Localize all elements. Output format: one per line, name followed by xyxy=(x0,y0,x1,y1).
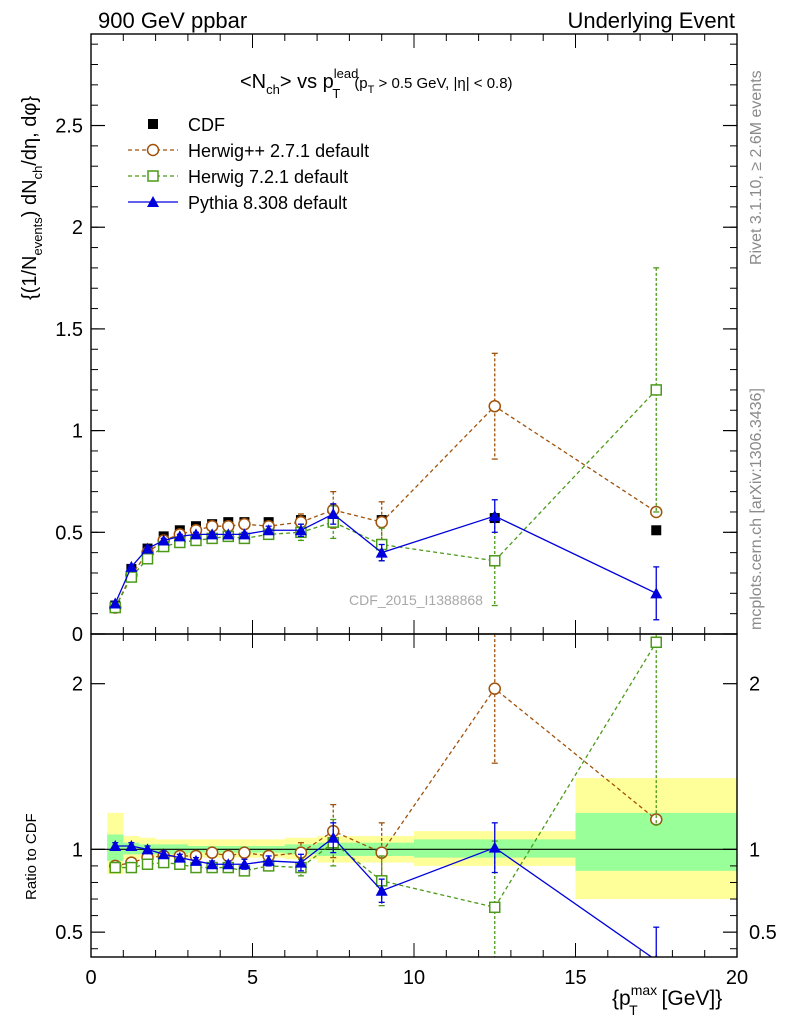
data-point xyxy=(238,858,251,870)
y-tick-label: 1.5 xyxy=(55,319,83,341)
data-point xyxy=(238,517,251,531)
data-point xyxy=(375,546,388,558)
y-tick-label: 0.5 xyxy=(55,922,83,944)
data-point xyxy=(173,530,186,542)
legend-marker xyxy=(147,170,159,182)
data-point xyxy=(327,508,340,519)
header-left: 900 GeV ppbar xyxy=(98,8,247,33)
x-axis-label: {pmax T [GeV]} xyxy=(612,982,722,1018)
legend: CDF Herwig++ 2.7.1 default Herwig 7.2.1 de… xyxy=(128,115,369,213)
data-point xyxy=(141,542,154,554)
data-point xyxy=(109,840,122,852)
data-point xyxy=(488,510,501,522)
data-point xyxy=(141,552,154,565)
data-point xyxy=(489,901,501,914)
data-point xyxy=(206,858,219,870)
ratio-y-label: Ratio to CDF xyxy=(23,813,40,900)
data-point xyxy=(650,636,662,649)
header-right: Underlying Event xyxy=(567,8,735,33)
y-tick-label: 2.5 xyxy=(55,116,83,138)
data-point xyxy=(651,525,662,536)
main-y-label: {(1/Nevents) dNch/dη, dφ} xyxy=(19,96,45,300)
data-point xyxy=(489,555,501,567)
main-title: <Nch> vs plead T(pT > 0.5 GeV, |η| < 0.8) xyxy=(240,66,513,101)
data-point xyxy=(205,846,219,859)
y-tick-label: 0 xyxy=(72,624,83,646)
data-point xyxy=(327,831,340,843)
x-tick-label: 20 xyxy=(726,967,748,989)
data-point xyxy=(238,846,251,859)
y-tick-label: 0.5 xyxy=(55,522,83,544)
main-panel: 0 0.5 1 1.5 2 2.5 xyxy=(55,33,738,646)
data-point xyxy=(141,843,154,855)
data-point xyxy=(125,861,138,874)
data-point xyxy=(173,851,186,863)
data-point xyxy=(222,858,235,870)
data-point xyxy=(109,861,121,874)
data-point xyxy=(375,515,388,529)
ratio-panel: 0.5 0.51 12 20 5 10 15 20 xyxy=(55,633,777,989)
legend-item: Herwig 7.2.1 default xyxy=(128,167,348,187)
data-point xyxy=(375,884,388,896)
data-point xyxy=(262,524,275,536)
data-point xyxy=(157,534,170,546)
data-point xyxy=(222,528,235,540)
legend-label: Pythia 8.308 default xyxy=(188,193,347,213)
data-point xyxy=(654,954,658,957)
data-point xyxy=(488,841,501,853)
data-point xyxy=(488,399,501,413)
legend-label: CDF xyxy=(188,115,225,135)
legend-item: CDF xyxy=(148,115,225,135)
legend-label: Herwig 7.2.1 default xyxy=(188,167,348,187)
panel-plot-area xyxy=(108,267,663,621)
y-tick-label: 2 xyxy=(72,217,83,239)
data-point xyxy=(262,854,275,866)
y-tick-label-right: 0.5 xyxy=(749,922,777,944)
data-point xyxy=(238,528,251,540)
data-point xyxy=(189,528,202,540)
panel-plot-area xyxy=(91,634,737,957)
y-tick-label-right: 2 xyxy=(749,674,760,696)
legend-marker xyxy=(147,196,159,207)
data-point xyxy=(294,524,307,536)
rivet-label: Rivet 3.1.10, ≥ 2.6M events xyxy=(748,70,765,265)
series-line xyxy=(114,405,657,608)
watermark: CDF_2015_I1388868 xyxy=(349,592,483,608)
data-point xyxy=(189,854,202,866)
y-tick-label: 1 xyxy=(72,421,83,443)
y-tick-label: 1 xyxy=(72,839,83,861)
data-point xyxy=(488,682,501,695)
mcplots-label: mcplots.cern.ch [arXiv:1306.3436] xyxy=(748,388,765,630)
data-point xyxy=(125,560,138,572)
series-line xyxy=(114,389,657,608)
x-tick-label: 5 xyxy=(247,967,258,989)
legend-item: Herwig++ 2.7.1 default xyxy=(128,141,369,161)
legend-marker xyxy=(148,119,158,129)
x-tick-label: 0 xyxy=(85,967,96,989)
series-pythia-8-308-default xyxy=(109,499,663,621)
series-pythia-8-308-default xyxy=(109,822,660,957)
legend-marker xyxy=(146,143,160,157)
x-tick-label: 15 xyxy=(564,967,586,989)
x-tick-label: 10 xyxy=(403,967,425,989)
series-herwig-2-7-1-default xyxy=(108,352,663,614)
data-point xyxy=(125,840,138,852)
data-point xyxy=(109,597,122,609)
legend-label: Herwig++ 2.7.1 default xyxy=(188,141,369,161)
data-point xyxy=(650,587,663,599)
data-point xyxy=(157,848,170,860)
y-tick-label-right: 1 xyxy=(749,839,760,861)
data-point xyxy=(294,856,307,868)
data-point xyxy=(650,384,662,396)
data-point xyxy=(141,858,154,870)
y-tick-label: 2 xyxy=(72,674,83,696)
data-point xyxy=(206,528,219,540)
legend-item: Pythia 8.308 default xyxy=(128,193,347,213)
series-herwig-7-2-1-default xyxy=(109,267,662,614)
